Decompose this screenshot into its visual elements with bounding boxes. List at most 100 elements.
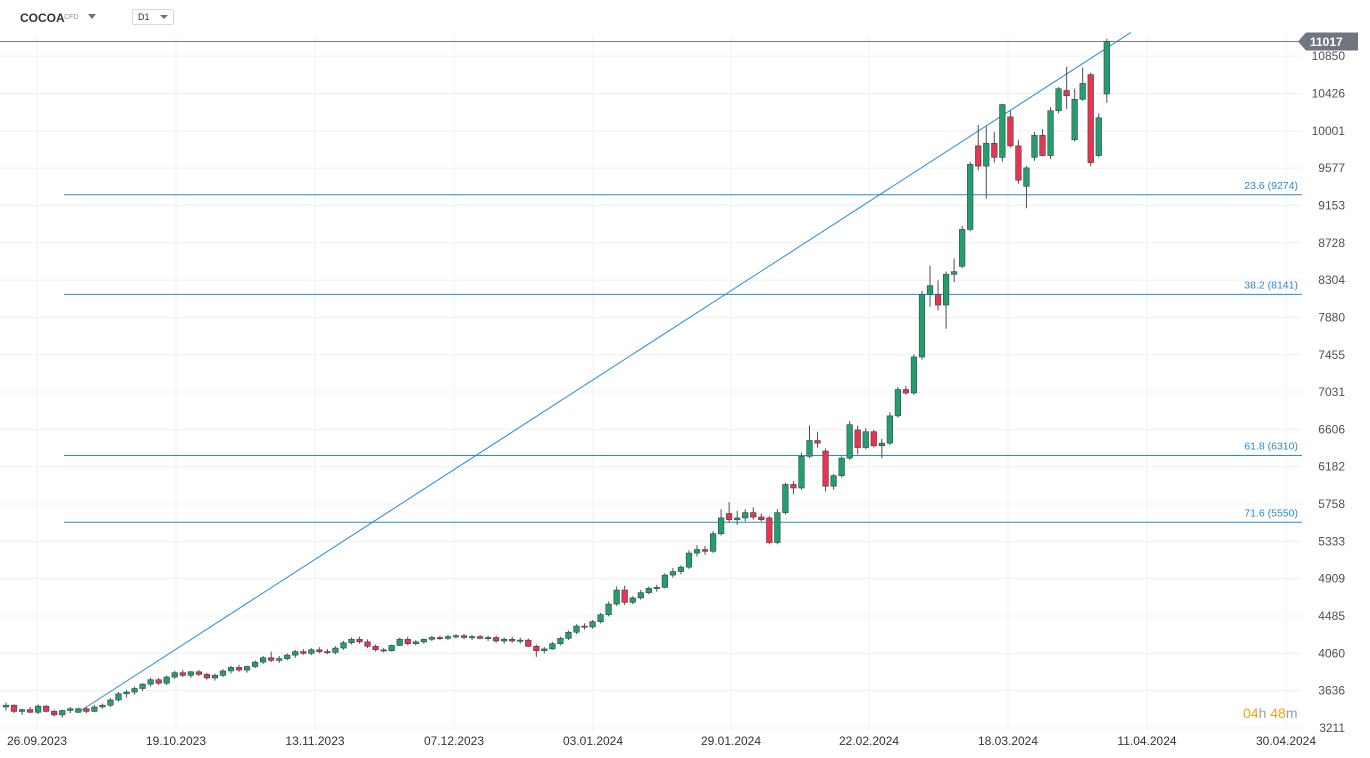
candle bbox=[468, 634, 476, 641]
candle bbox=[83, 706, 90, 714]
y-tick-label: 7880 bbox=[1318, 310, 1345, 324]
candle-body bbox=[525, 639, 532, 647]
candle-body bbox=[613, 589, 620, 605]
candle-body bbox=[838, 457, 845, 476]
candle-body bbox=[942, 273, 950, 306]
candle-countdown: 04h 48m bbox=[1243, 705, 1298, 721]
candle-body bbox=[131, 688, 138, 693]
fibonacci-levels[interactable]: 23.6 (9274) 38.2 (8141) 61.8 (6310) 71.6 (5… bbox=[64, 180, 1302, 523]
candle-body bbox=[910, 356, 918, 394]
candle bbox=[1015, 139, 1022, 184]
candle-body bbox=[790, 484, 797, 489]
candle-body bbox=[316, 649, 323, 652]
candle bbox=[1063, 66, 1070, 109]
candle-body bbox=[734, 517, 741, 520]
candle bbox=[1095, 113, 1102, 158]
symbol-dropdown-icon[interactable] bbox=[88, 14, 96, 19]
candle-body bbox=[509, 638, 516, 642]
candle bbox=[10, 704, 18, 714]
candle bbox=[131, 686, 138, 695]
candle bbox=[501, 637, 508, 644]
candle-body bbox=[27, 709, 34, 713]
candle-body bbox=[806, 440, 813, 457]
candle-body bbox=[324, 651, 331, 654]
x-tick-label: 26.09.2023 bbox=[7, 734, 67, 748]
candle bbox=[509, 636, 516, 643]
candle-body bbox=[83, 708, 90, 712]
price-axis[interactable]: 3211 3636 4060 4485 4909 5333 5758 6182 6606 7031… bbox=[1312, 49, 1346, 735]
candle bbox=[766, 516, 773, 545]
candle bbox=[115, 692, 122, 702]
y-tick-label: 4485 bbox=[1318, 609, 1345, 623]
candle bbox=[75, 707, 82, 714]
candle-body bbox=[51, 711, 58, 716]
candle bbox=[195, 670, 202, 677]
symbol-name[interactable]: COCOA bbox=[20, 11, 65, 25]
candle bbox=[902, 385, 910, 395]
candle bbox=[822, 448, 829, 492]
candle-body bbox=[380, 649, 387, 652]
trend-line[interactable] bbox=[78, 32, 1132, 713]
candle-body bbox=[251, 661, 259, 667]
candle-body bbox=[822, 450, 829, 487]
timeframe-select[interactable]: D1 bbox=[132, 9, 174, 25]
candle-body bbox=[653, 587, 660, 589]
candle bbox=[227, 665, 235, 674]
candle-body bbox=[565, 631, 572, 639]
candle bbox=[597, 612, 604, 624]
candle bbox=[243, 665, 251, 673]
y-tick-label: 3636 bbox=[1318, 684, 1345, 698]
countdown-hours: 04 bbox=[1243, 705, 1259, 721]
candle-body bbox=[758, 516, 765, 520]
y-tick-label: 9153 bbox=[1318, 198, 1345, 212]
candle bbox=[187, 670, 194, 678]
y-tick-label: 5758 bbox=[1318, 497, 1345, 511]
candle bbox=[525, 638, 532, 648]
candle bbox=[709, 531, 717, 554]
y-tick-label: 4060 bbox=[1318, 646, 1345, 660]
symbol-type: CFD bbox=[64, 14, 79, 21]
candle bbox=[436, 635, 443, 641]
x-tick-label: 29.01.2024 bbox=[701, 734, 761, 748]
candle-body bbox=[412, 641, 419, 644]
candle-body bbox=[187, 671, 194, 676]
candle-body bbox=[139, 683, 146, 689]
candle bbox=[35, 704, 42, 715]
candle-body bbox=[195, 671, 202, 675]
candle bbox=[364, 639, 371, 649]
candle-body bbox=[501, 638, 508, 642]
candle bbox=[565, 630, 572, 641]
candle-body bbox=[983, 142, 990, 167]
candle-body bbox=[870, 431, 877, 447]
candle bbox=[476, 634, 484, 640]
candle bbox=[742, 509, 749, 522]
candle bbox=[693, 545, 701, 557]
time-axis[interactable]: 26.09.2023 19.10.2023 13.11.2023 07.12.2023… bbox=[7, 734, 1316, 748]
timeframe-label: D1 bbox=[138, 12, 150, 22]
y-tick-label: 10001 bbox=[1312, 124, 1346, 138]
candle-body bbox=[902, 389, 910, 394]
candle-body bbox=[107, 699, 114, 706]
candle bbox=[959, 225, 966, 269]
candle bbox=[653, 584, 660, 592]
candle-body bbox=[750, 512, 757, 518]
candle-body bbox=[235, 667, 243, 671]
candle-body bbox=[356, 638, 363, 643]
candle-body bbox=[10, 704, 18, 712]
candle-body bbox=[862, 431, 869, 448]
candle-body bbox=[171, 672, 178, 678]
candle-body bbox=[782, 484, 789, 513]
candles bbox=[2, 38, 1110, 718]
candle bbox=[2, 702, 10, 711]
candle bbox=[701, 546, 709, 555]
candle bbox=[685, 550, 693, 569]
candle bbox=[517, 637, 524, 644]
candle bbox=[573, 624, 580, 634]
candle-body bbox=[484, 637, 492, 640]
candle bbox=[886, 412, 893, 445]
candle bbox=[484, 635, 492, 642]
candle bbox=[830, 473, 837, 490]
candle-body bbox=[1095, 117, 1102, 156]
candle bbox=[934, 280, 942, 311]
